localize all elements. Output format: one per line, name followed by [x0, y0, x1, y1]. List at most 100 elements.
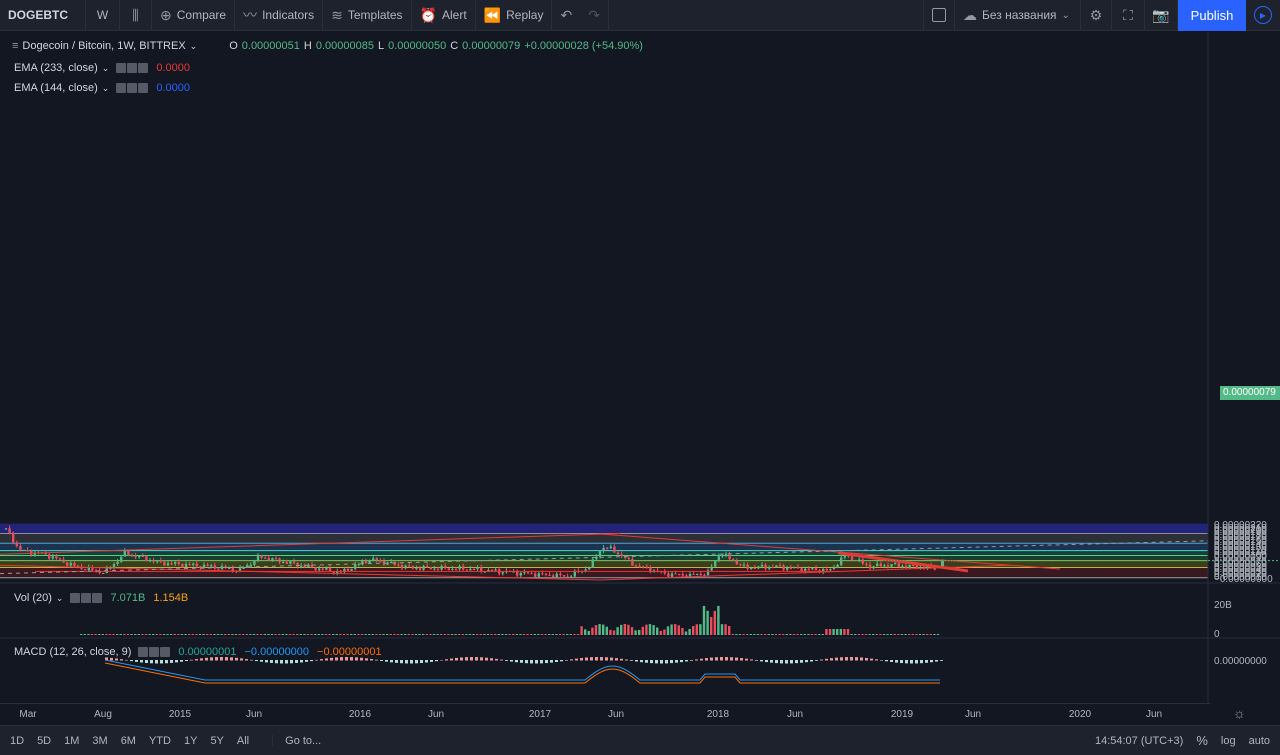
ema144-controls[interactable]	[116, 83, 149, 93]
range-button[interactable]: 1M	[64, 734, 80, 747]
chart-canvas[interactable]	[0, 32, 1280, 703]
snapshot-button[interactable]: 📷	[1145, 0, 1178, 31]
chart-area[interactable]: ≡ Dogecoin / Bitcoin, 1W, BITTREX ⌄ O 0.00…	[0, 32, 1280, 703]
volume-bar	[598, 624, 601, 635]
interval-button[interactable]: W	[86, 0, 120, 31]
redo-button[interactable]: ↷	[580, 0, 609, 31]
candle-body	[836, 564, 839, 568]
range-button[interactable]: 1D	[10, 734, 25, 747]
alert-button[interactable]: ⏰ Alert	[412, 0, 476, 31]
symbol-search-button[interactable]: DOGEBTC	[0, 0, 86, 31]
indicators-button[interactable]: 〰 Indicators	[235, 0, 324, 31]
volume-bar	[195, 634, 198, 635]
volume-bar	[152, 634, 155, 635]
last-price-tag: 0.00000079	[1220, 386, 1280, 400]
macd-controls[interactable]	[138, 647, 171, 657]
high-label: H	[303, 40, 312, 52]
percent-toggle[interactable]: %	[1196, 733, 1208, 748]
eye-icon[interactable]	[116, 63, 127, 73]
chevron-down-icon[interactable]: ⌄	[101, 82, 110, 93]
candle-body	[598, 551, 602, 557]
volume-bar	[198, 634, 202, 635]
volume-bar	[260, 634, 263, 635]
macd-histogram-bar	[250, 659, 253, 661]
volume-legend[interactable]: Vol (20) ⌄ 7.071B 1.154B	[14, 592, 188, 604]
ema233-legend[interactable]: EMA (233, close) ⌄ 0.0000	[14, 62, 190, 74]
publish-button[interactable]: Publish	[1178, 0, 1246, 31]
gear-icon[interactable]	[149, 647, 160, 657]
volume-bar	[605, 626, 608, 635]
ema144-legend[interactable]: EMA (144, close) ⌄ 0.0000	[14, 82, 190, 94]
candle-body	[271, 558, 274, 561]
axis-settings-icon[interactable]: ☼	[1233, 705, 1246, 721]
close-icon[interactable]	[160, 647, 171, 657]
volume-bar	[116, 634, 119, 635]
fullscreen-toggle-button[interactable]	[924, 0, 955, 31]
close-icon[interactable]	[138, 83, 149, 93]
close-icon[interactable]	[138, 63, 149, 73]
candle-body	[231, 568, 234, 572]
volume-bar	[681, 627, 684, 635]
volume-bar	[821, 634, 824, 635]
candle-body	[447, 568, 450, 570]
chevron-down-icon[interactable]: ⌄	[55, 592, 64, 603]
expand-button[interactable]: ⛶	[1112, 0, 1145, 31]
chevron-down-icon[interactable]: ⌄	[101, 62, 110, 73]
range-button[interactable]: YTD	[148, 734, 171, 747]
log-toggle[interactable]: log	[1220, 734, 1236, 747]
templates-button[interactable]: ≋ Templates	[323, 0, 412, 31]
candle-body	[91, 567, 94, 571]
replay-button[interactable]: ⏪ Replay	[476, 0, 553, 31]
macd-histogram-bar	[830, 658, 833, 661]
eye-icon[interactable]	[138, 647, 149, 657]
play-button[interactable]: ▶	[1246, 0, 1280, 31]
legend-title[interactable]: Dogecoin / Bitcoin, 1W, BITTREX	[22, 40, 186, 52]
candle-body	[300, 565, 303, 567]
candle-body	[584, 569, 587, 571]
eye-icon[interactable]	[116, 83, 127, 93]
close-icon[interactable]	[92, 593, 103, 603]
ema233-controls[interactable]	[116, 63, 149, 73]
fib-zone	[0, 523, 1208, 534]
volume-bar	[774, 634, 778, 635]
candle-body	[879, 563, 882, 567]
candle-body	[213, 565, 216, 569]
auto-toggle[interactable]: auto	[1248, 734, 1270, 747]
candle-body	[487, 569, 490, 572]
candle-body	[343, 568, 346, 573]
eye-icon[interactable]	[70, 593, 81, 603]
chevron-down-icon[interactable]: ⌄	[189, 40, 198, 51]
range-button[interactable]: 3M	[92, 734, 108, 747]
compare-button[interactable]: ⊕ Compare	[152, 0, 236, 31]
candle-body	[667, 573, 670, 577]
candle-body	[102, 572, 105, 574]
volume-bar	[666, 626, 670, 635]
range-button[interactable]: 5Y	[210, 734, 224, 747]
menu-icon[interactable]: ≡	[12, 40, 19, 52]
gear-icon[interactable]	[81, 593, 92, 603]
volume-bar	[389, 634, 392, 635]
volume-bar	[490, 634, 493, 635]
time-axis[interactable]: Mar Aug 2015 Jun 2016 Jun 2017 Jun 2018 Jun 2019 Ju…	[0, 703, 1210, 725]
candle-body	[696, 573, 699, 575]
gear-icon[interactable]	[127, 83, 138, 93]
macd-legend[interactable]: MACD (12, 26, close, 9) 0.00000001 −0.00…	[14, 646, 382, 658]
rewind-icon: ⏪	[483, 6, 502, 23]
chart-type-button[interactable]: ⫼	[120, 0, 152, 31]
range-button[interactable]: 1Y	[183, 734, 198, 747]
time-axis-label: 2019	[890, 709, 914, 720]
volume-bar	[263, 634, 266, 635]
volume-controls[interactable]	[70, 593, 103, 603]
range-button[interactable]: 5D	[37, 734, 52, 747]
range-button[interactable]: 6M	[120, 734, 136, 747]
settings-button[interactable]: ⚙	[1081, 0, 1112, 31]
range-button[interactable]: All	[236, 734, 250, 747]
macd-histogram-bar	[880, 660, 883, 661]
macd-histogram-bar	[865, 657, 868, 661]
undo-button[interactable]: ↶	[552, 0, 580, 31]
clock[interactable]: 14:54:07 (UTC+3)	[1094, 734, 1184, 747]
volume-bar	[166, 634, 169, 635]
layout-name-button[interactable]: ☁ Без названия ⌄	[955, 0, 1081, 31]
gear-icon[interactable]	[127, 63, 138, 73]
goto-button[interactable]: Go to...	[272, 734, 321, 747]
